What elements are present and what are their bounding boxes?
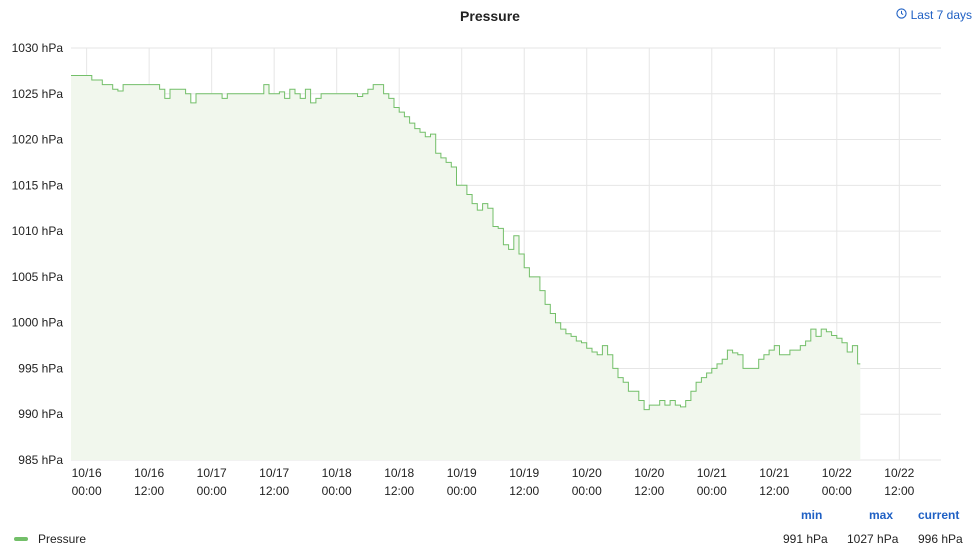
x-tick-time: 00:00 [822,484,852,498]
legend-value-max: 1027 hPa [847,532,899,546]
x-tick-date: 10/22 [822,466,852,480]
clock-icon [895,8,907,22]
x-tick-time: 12:00 [634,484,664,498]
x-tick-date: 10/16 [72,466,102,480]
x-tick-time: 12:00 [384,484,414,498]
legend-value-min: 991 hPa [783,532,828,546]
x-tick-time: 12:00 [509,484,539,498]
chart-area [71,75,861,460]
x-tick-time: 00:00 [572,484,602,498]
panel-title: Pressure [460,8,520,24]
x-tick-time: 00:00 [72,484,102,498]
x-tick-date: 10/18 [322,466,352,480]
x-tick-time: 00:00 [197,484,227,498]
y-tick-label: 995 hPa [18,361,63,375]
x-tick-time: 12:00 [884,484,914,498]
x-tick-date: 10/22 [884,466,914,480]
legend-header-current[interactable]: current [918,508,960,522]
x-axis: 10/16 00:00 10/16 12:00 10/17 00:00 10/17 12:00… [72,466,915,498]
x-tick-date: 10/21 [759,466,789,480]
y-tick-label: 1015 hPa [12,178,64,192]
x-tick-date: 10/19 [509,466,539,480]
y-tick-label: 1020 hPa [12,133,64,147]
x-tick-date: 10/16 [134,466,164,480]
y-tick-label: 990 hPa [18,407,63,421]
time-range-picker[interactable]: Last 7 days [895,8,972,22]
series-area-fill [71,75,861,460]
legend-header-max[interactable]: max [869,508,894,522]
series-line-pressure[interactable] [71,75,861,411]
y-tick-label: 1025 hPa [12,87,64,101]
x-tick-time: 00:00 [322,484,352,498]
time-range-label[interactable]: Last 7 days [910,8,972,22]
y-tick-label: 1005 hPa [12,270,64,284]
legend-header-min[interactable]: min [801,508,823,522]
legend-item-pressure[interactable]: Pressure [14,532,86,546]
x-tick-date: 10/17 [259,466,289,480]
x-tick-time: 12:00 [134,484,164,498]
legend-series-name: Pressure [38,532,87,546]
x-tick-time: 00:00 [697,484,727,498]
y-axis: 985 hPa 990 hPa 995 hPa 1000 hPa 1005 hPa 101… [12,41,64,467]
x-tick-date: 10/17 [197,466,227,480]
x-tick-date: 10/21 [697,466,727,480]
x-tick-date: 10/19 [447,466,477,480]
y-tick-label: 1000 hPa [12,316,64,330]
x-tick-date: 10/18 [384,466,414,480]
x-tick-time: 12:00 [259,484,289,498]
y-tick-label: 1030 hPa [12,41,64,55]
pressure-chart: 985 hPa 990 hPa 995 hPa 1000 hPa 1005 hPa 101… [12,41,941,498]
legend-value-current: 996 hPa [918,532,963,546]
x-tick-date: 10/20 [572,466,602,480]
x-tick-date: 10/20 [634,466,664,480]
y-tick-label: 985 hPa [18,453,63,467]
series-color-swatch [14,537,28,541]
y-tick-label: 1010 hPa [12,224,64,238]
x-tick-time: 00:00 [447,484,477,498]
x-tick-time: 12:00 [759,484,789,498]
